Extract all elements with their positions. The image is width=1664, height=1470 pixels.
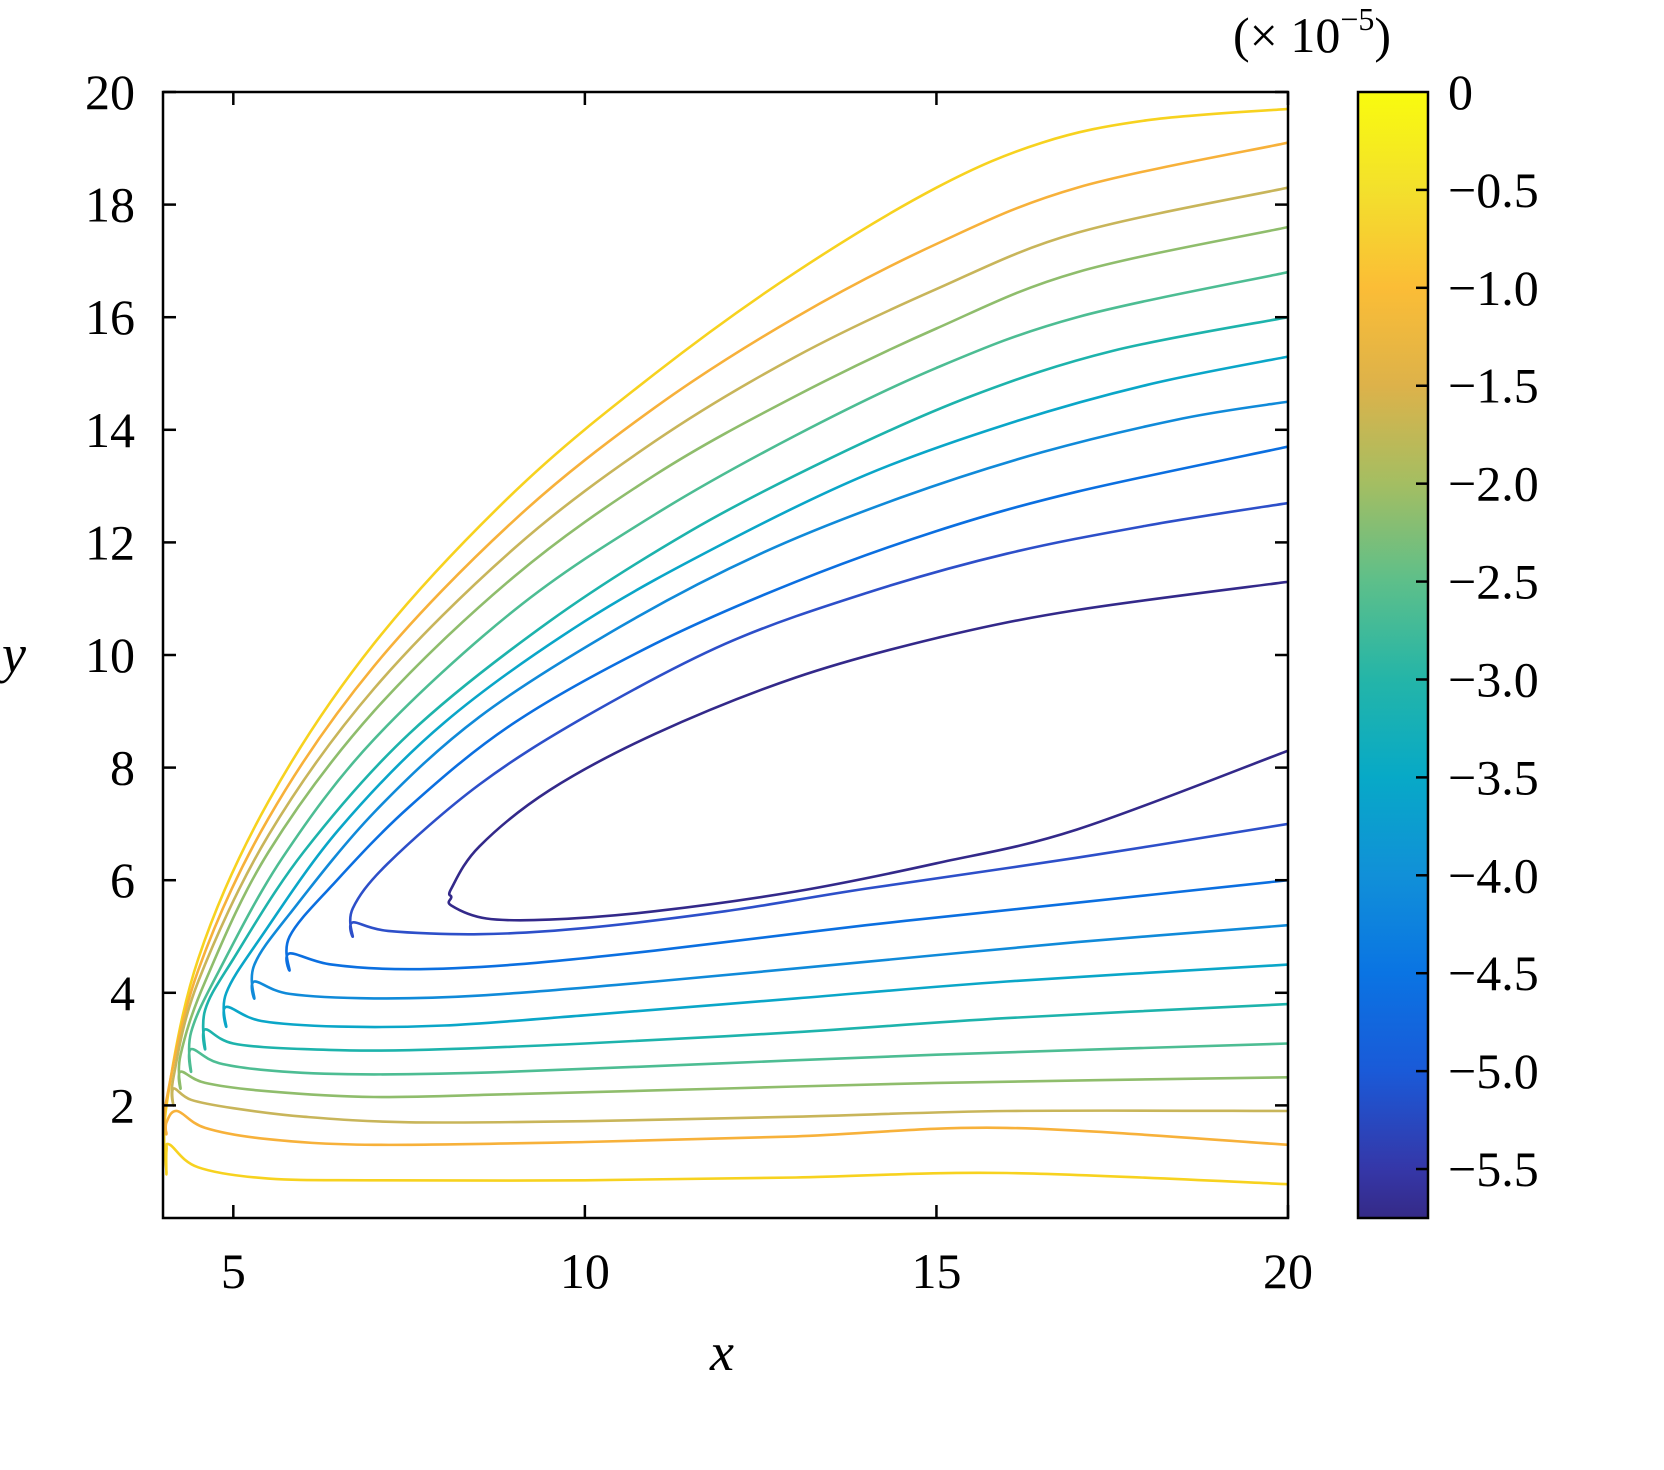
colorbar-tick-label: −3.5: [1448, 749, 1539, 805]
contour-line: [348, 501, 1288, 938]
colorbar-multiplier: (× 10−5): [1233, 1, 1391, 63]
colorbar-gradient: [1356, 90, 1430, 1220]
colorbar-tick-label: −1.0: [1448, 260, 1539, 316]
colorbar-tick-label: −2.0: [1448, 456, 1539, 512]
contour-line: [250, 400, 1288, 1000]
colorbar-ticks: 0 −0.5 −1.0 −1.5 −2.0 −2.5 −3.0 −3.5 −4.0 −4.5 −5.…: [1416, 64, 1539, 1197]
x-axis-label: x: [709, 1322, 734, 1382]
colorbar-tick-label: −2.5: [1448, 554, 1539, 610]
y-tick-label: 20: [85, 64, 135, 120]
contour-line: [163, 141, 1288, 1147]
y-tick-label: 16: [85, 289, 135, 345]
y-tick-label: 10: [85, 627, 135, 683]
x-tick-label: 20: [1263, 1243, 1313, 1299]
contour-line: [285, 445, 1288, 972]
contour-line: [222, 355, 1288, 1029]
y-tick-label: 14: [85, 402, 135, 458]
colorbar-tick-label: −0.5: [1448, 162, 1539, 218]
colorbar-tick-label: −1.5: [1448, 358, 1539, 414]
colorbar-tick-label: −4.5: [1448, 945, 1539, 1001]
colorbar: 0 −0.5 −1.0 −1.5 −2.0 −2.5 −3.0 −3.5 −4.0 −4.5 −5.…: [1233, 1, 1539, 1220]
y-tick-label: 18: [85, 177, 135, 233]
y-tick-label: 8: [110, 740, 135, 796]
contour-line: [163, 107, 1288, 1186]
y-axis-label: y: [0, 624, 26, 684]
colorbar-tick-label: −5.0: [1448, 1043, 1539, 1099]
contour-line: [201, 315, 1288, 1052]
x-axis-ticks: 5 10 15 20: [221, 92, 1313, 1299]
colorbar-tick-label: 0: [1448, 64, 1473, 120]
y-axis-ticks: 2 4 6 8 10 12 14 16 18 20: [85, 64, 1288, 1133]
contour-line: [177, 225, 1288, 1099]
y-tick-label: 2: [110, 1077, 135, 1133]
colorbar-tick-label: −3.0: [1448, 651, 1539, 707]
y-tick-label: 12: [85, 514, 135, 570]
contour-line: [187, 270, 1288, 1076]
contour-lines: [163, 107, 1288, 1186]
y-tick-label: 6: [110, 852, 135, 908]
y-tick-label: 4: [110, 965, 135, 1021]
x-tick-label: 5: [221, 1243, 246, 1299]
contour-line: [447, 580, 1288, 922]
colorbar-tick-label: −4.0: [1448, 847, 1539, 903]
contour-line: [170, 186, 1288, 1124]
x-tick-label: 10: [560, 1243, 610, 1299]
x-tick-label: 15: [911, 1243, 961, 1299]
colorbar-tick-label: −5.5: [1448, 1141, 1539, 1197]
